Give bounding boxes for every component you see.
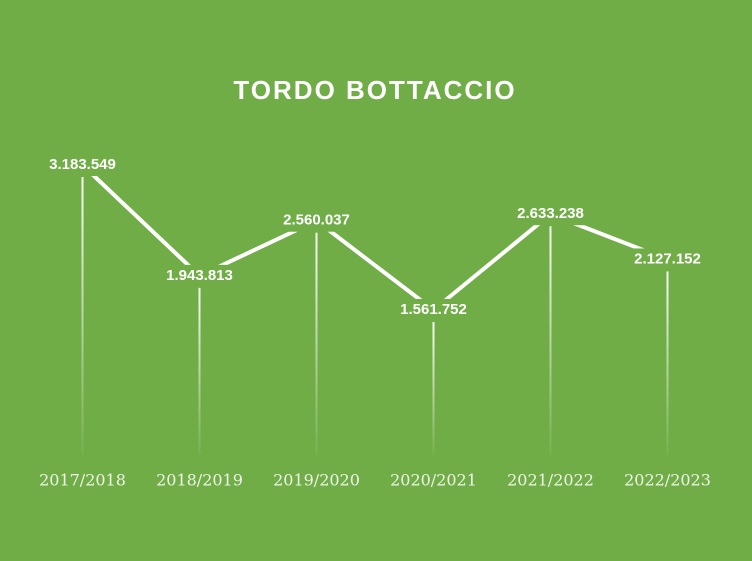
label-bg (621, 248, 714, 271)
label-bg (504, 203, 597, 226)
x-tick-label: 2020/2021 (390, 471, 477, 490)
drop-line (549, 226, 552, 455)
chart-title: TORDO BOTTACCIO (233, 75, 516, 105)
x-tick-label: 2021/2022 (507, 471, 594, 490)
label-bg (270, 209, 363, 232)
value-label: 1.943.813 (166, 267, 233, 284)
x-tick-label: 2019/2020 (273, 471, 360, 490)
value-label: 2.127.152 (634, 250, 701, 267)
value-label: 3.183.549 (49, 156, 116, 173)
value-label: 2.560.037 (283, 212, 350, 229)
drop-line (198, 287, 201, 455)
x-tick-label: 2022/2023 (624, 471, 711, 490)
label-bg (36, 154, 129, 176)
value-label: 2.633.238 (517, 205, 584, 222)
drop-line (315, 232, 318, 455)
drop-line (432, 322, 435, 455)
drop-line (666, 271, 669, 455)
label-bg (153, 264, 246, 287)
x-tick-label: 2017/2018 (39, 471, 126, 490)
label-bg (387, 299, 480, 321)
drop-line (81, 177, 84, 455)
x-tick-label: 2018/2019 (156, 471, 243, 490)
value-label: 1.561.752 (400, 301, 467, 318)
